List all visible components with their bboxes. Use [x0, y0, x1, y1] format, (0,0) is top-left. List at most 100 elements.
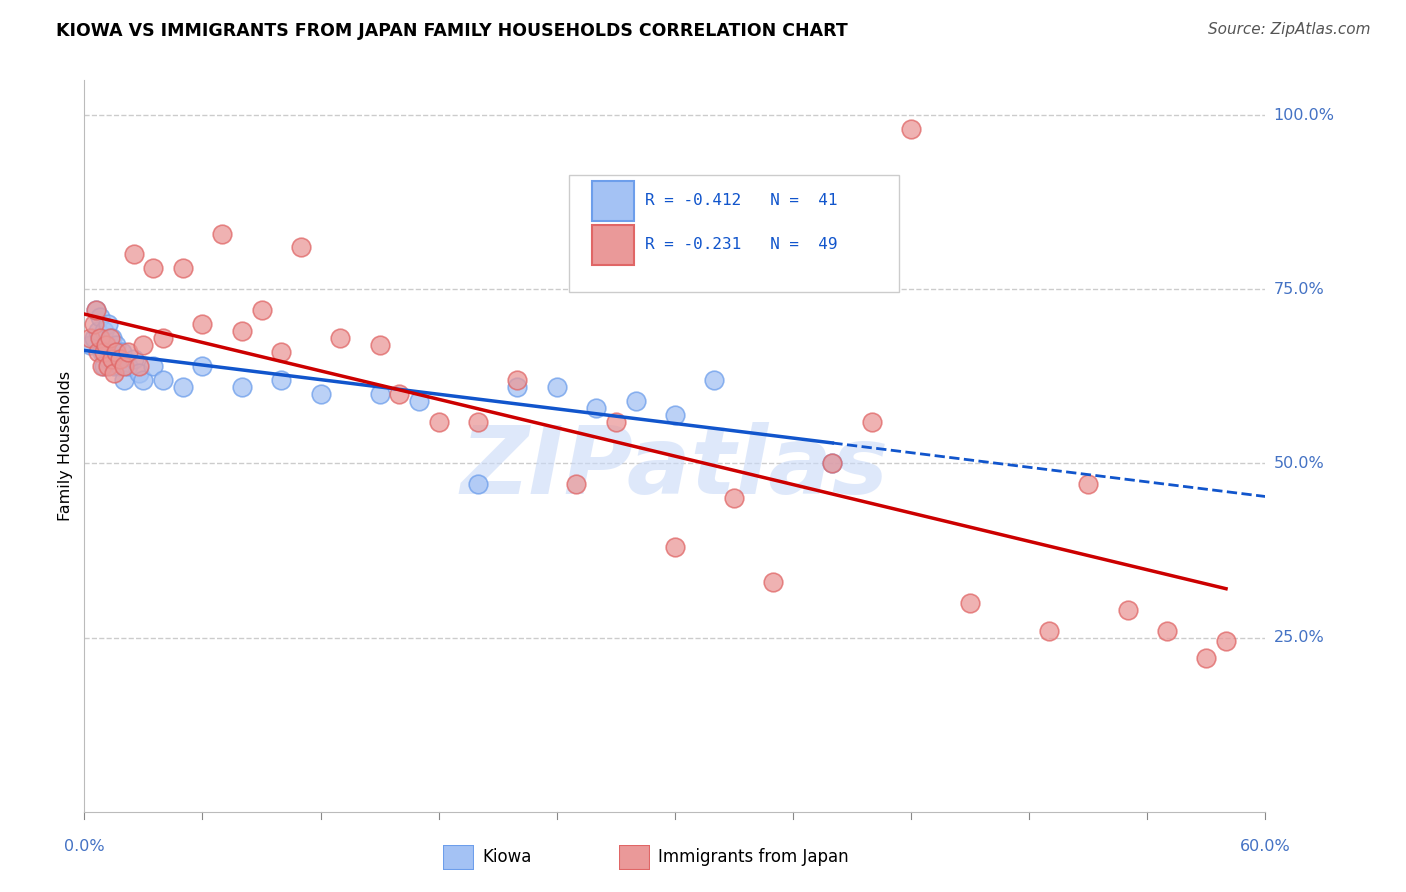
- Point: [900, 122, 922, 136]
- Text: ZIPatlas: ZIPatlas: [461, 422, 889, 514]
- Point: [290, 240, 312, 254]
- Point: [112, 373, 135, 387]
- Point: [79, 331, 101, 345]
- Point: [89, 331, 111, 345]
- Point: [152, 331, 174, 345]
- Point: [87, 324, 110, 338]
- Point: [97, 359, 120, 373]
- Text: R = -0.412   N =  41: R = -0.412 N = 41: [645, 194, 838, 209]
- Point: [565, 477, 588, 491]
- Point: [191, 359, 214, 373]
- Point: [108, 359, 131, 373]
- Point: [112, 359, 135, 373]
- Point: [107, 351, 129, 366]
- Point: [664, 408, 686, 422]
- Point: [723, 491, 745, 506]
- Text: 0.0%: 0.0%: [65, 839, 104, 855]
- Point: [546, 380, 568, 394]
- Point: [83, 331, 105, 345]
- Point: [91, 345, 114, 359]
- Point: [97, 351, 120, 366]
- Point: [98, 331, 121, 345]
- Point: [132, 338, 155, 352]
- Point: [329, 331, 352, 345]
- Point: [427, 415, 450, 429]
- Point: [585, 401, 607, 415]
- Point: [142, 261, 165, 276]
- Point: [122, 351, 145, 366]
- Point: [89, 310, 111, 325]
- Point: [84, 303, 107, 318]
- Point: [93, 345, 115, 359]
- Point: [1077, 477, 1099, 491]
- Point: [128, 359, 150, 373]
- Point: [101, 351, 124, 366]
- Point: [172, 380, 194, 394]
- Text: 100.0%: 100.0%: [1274, 108, 1334, 122]
- Point: [250, 303, 273, 318]
- Point: [860, 415, 883, 429]
- Text: 25.0%: 25.0%: [1274, 630, 1324, 645]
- Point: [1038, 624, 1060, 638]
- Point: [959, 596, 981, 610]
- Point: [79, 338, 101, 352]
- Text: 75.0%: 75.0%: [1274, 282, 1324, 297]
- Point: [103, 359, 125, 373]
- Point: [94, 338, 117, 352]
- Point: [605, 415, 627, 429]
- Point: [624, 393, 647, 408]
- Point: [98, 345, 121, 359]
- Y-axis label: Family Households: Family Households: [58, 371, 73, 521]
- Text: Immigrants from Japan: Immigrants from Japan: [658, 848, 849, 866]
- Point: [664, 540, 686, 554]
- Text: Source: ZipAtlas.com: Source: ZipAtlas.com: [1208, 22, 1371, 37]
- Text: 50.0%: 50.0%: [1274, 456, 1324, 471]
- Point: [1156, 624, 1178, 638]
- Point: [309, 386, 332, 401]
- Point: [84, 303, 107, 318]
- Point: [103, 345, 125, 359]
- FancyBboxPatch shape: [592, 181, 634, 221]
- Point: [270, 373, 292, 387]
- Point: [231, 380, 253, 394]
- Point: [1195, 651, 1218, 665]
- Point: [93, 359, 115, 373]
- Point: [117, 359, 139, 373]
- Point: [93, 324, 115, 338]
- Point: [91, 359, 114, 373]
- Point: [83, 317, 105, 331]
- Point: [122, 247, 145, 261]
- Text: R = -0.231   N =  49: R = -0.231 N = 49: [645, 237, 838, 252]
- Point: [111, 345, 134, 359]
- Point: [97, 317, 120, 331]
- Point: [408, 393, 430, 408]
- Point: [270, 345, 292, 359]
- Text: 60.0%: 60.0%: [1240, 839, 1291, 855]
- Point: [172, 261, 194, 276]
- Point: [368, 338, 391, 352]
- Point: [128, 366, 150, 380]
- FancyBboxPatch shape: [592, 225, 634, 265]
- Point: [104, 345, 127, 359]
- Point: [703, 373, 725, 387]
- Text: KIOWA VS IMMIGRANTS FROM JAPAN FAMILY HOUSEHOLDS CORRELATION CHART: KIOWA VS IMMIGRANTS FROM JAPAN FAMILY HO…: [56, 22, 848, 40]
- Point: [506, 380, 529, 394]
- Point: [108, 351, 131, 366]
- Point: [152, 373, 174, 387]
- Point: [132, 373, 155, 387]
- Point: [117, 345, 139, 359]
- Point: [211, 227, 233, 241]
- Point: [231, 324, 253, 338]
- Point: [1215, 634, 1237, 648]
- Point: [388, 386, 411, 401]
- Point: [94, 338, 117, 352]
- Point: [104, 338, 127, 352]
- Point: [467, 415, 489, 429]
- Point: [103, 366, 125, 380]
- Point: [191, 317, 214, 331]
- Point: [821, 457, 844, 471]
- Point: [87, 345, 110, 359]
- Point: [142, 359, 165, 373]
- Text: Kiowa: Kiowa: [482, 848, 531, 866]
- Point: [762, 574, 785, 589]
